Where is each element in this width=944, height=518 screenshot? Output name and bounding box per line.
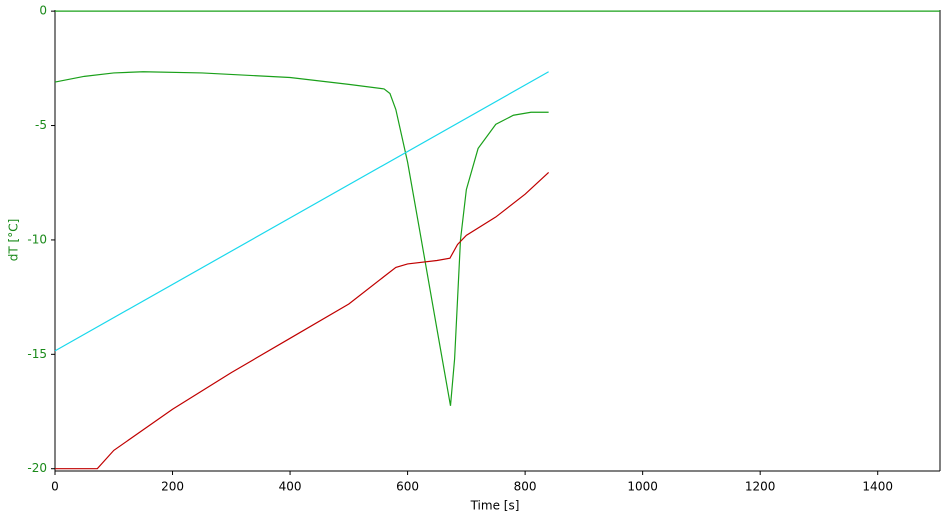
x-tick-label: 0 [51,480,59,494]
y-tick-label: -10 [27,232,47,246]
line-series [54,71,549,352]
x-axis-label: Time [s] [470,499,520,513]
y-tick-label: -15 [27,347,47,361]
x-tick-label: 1000 [627,480,658,494]
line-series [54,71,549,406]
x-tick-label: 600 [396,480,419,494]
x-tick-label: 200 [161,480,184,494]
x-tick-label: 400 [279,480,302,494]
y-axis-label: dT [°C] [7,219,21,262]
line-series [55,171,550,470]
y-tick-label: -5 [35,118,47,132]
y-tick-label: -20 [27,461,47,475]
y-tick-label: 0 [39,4,47,18]
x-tick-label: 1200 [745,480,776,494]
x-tick-label: 800 [514,480,537,494]
x-tick-label: 1400 [862,480,893,494]
